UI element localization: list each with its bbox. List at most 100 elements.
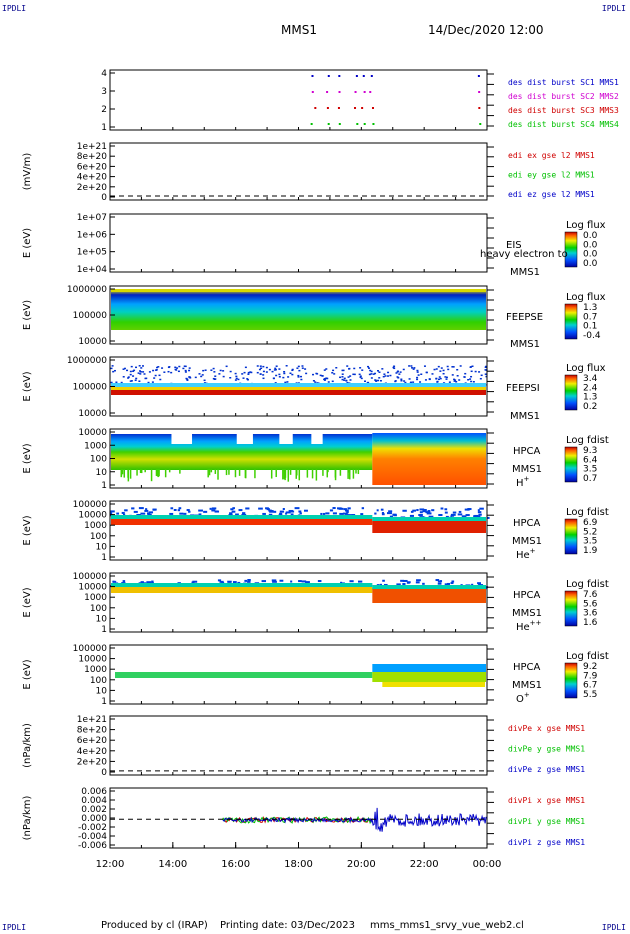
hpca-speckle bbox=[477, 511, 482, 514]
feepsi-speckle bbox=[186, 379, 189, 381]
y-tick-label: 100000 bbox=[73, 572, 108, 582]
hpca-speckle bbox=[298, 580, 302, 583]
feepsi-speckle bbox=[447, 368, 450, 371]
colorbar bbox=[564, 303, 578, 340]
feepsi-band-cyan bbox=[111, 383, 486, 387]
hpca-speckle bbox=[396, 583, 401, 586]
hpca-speckle bbox=[478, 583, 481, 586]
feepsi-speckle bbox=[130, 380, 133, 382]
colorbar-tick-label: 0.0 bbox=[583, 231, 598, 241]
feepsi-speckle bbox=[359, 367, 362, 369]
hpca-speckle bbox=[344, 509, 349, 512]
feepsi-speckle bbox=[243, 371, 246, 374]
x-tick-label: 18:00 bbox=[284, 859, 313, 870]
feepsi-speckle bbox=[168, 366, 171, 368]
hpca-h-fringe bbox=[157, 469, 160, 477]
hpca-speckle bbox=[461, 515, 467, 518]
feepsi-speckle bbox=[283, 372, 286, 375]
hpca-h-post-burst bbox=[372, 433, 486, 485]
hpca-speckle bbox=[380, 508, 384, 511]
hpca-speckle bbox=[258, 507, 263, 510]
feepsi-speckle bbox=[347, 376, 350, 378]
hpca-speckle bbox=[402, 583, 406, 586]
feepsi-speckle bbox=[423, 365, 426, 367]
feepsi-speckle bbox=[268, 368, 271, 371]
y-axis-label: (mV/m) bbox=[22, 153, 33, 191]
feepsi-speckle bbox=[417, 374, 420, 376]
hpca-h-fringe bbox=[228, 469, 230, 475]
feepsi-speckle bbox=[300, 378, 303, 381]
feepsi-speckle bbox=[396, 371, 399, 373]
hpca-speckle bbox=[392, 513, 397, 516]
hpca-speckle bbox=[305, 581, 310, 584]
burst-mark bbox=[326, 91, 329, 93]
hpca-speckle bbox=[214, 510, 218, 513]
feepsi-speckle bbox=[182, 367, 185, 370]
y-axis-label: E (eV) bbox=[22, 515, 33, 545]
feepsi-band-red bbox=[111, 390, 486, 395]
feepsi-speckle bbox=[262, 365, 265, 368]
species-label: He+ bbox=[516, 547, 536, 561]
hpca-speckle bbox=[428, 515, 434, 518]
hpca-speckle bbox=[279, 510, 285, 513]
hpca-speckle bbox=[113, 580, 117, 583]
burst-mark bbox=[361, 107, 364, 109]
burst-mark bbox=[356, 123, 359, 125]
feepsi-speckle bbox=[402, 368, 405, 371]
burst-mark bbox=[326, 107, 329, 109]
colorbar-title: Log fdist bbox=[566, 651, 609, 662]
feepsi-speckle bbox=[327, 381, 330, 383]
colorbar-tick-label: 5.5 bbox=[583, 690, 597, 700]
footer-printing-date: Printing date: 03/Dec/2023 bbox=[220, 920, 356, 931]
hpca-speckle bbox=[450, 582, 454, 585]
y-tick-label: 10000 bbox=[78, 583, 107, 593]
hpca-h-fringe bbox=[347, 469, 349, 479]
feepsi-speckle bbox=[353, 373, 356, 376]
y-tick-label: -0.006 bbox=[78, 841, 107, 851]
feepsi-speckle bbox=[148, 371, 151, 373]
burst-mark bbox=[327, 123, 330, 125]
hpca-speckle bbox=[211, 507, 217, 510]
feepsi-speckle bbox=[188, 376, 191, 378]
feepsi-speckle bbox=[368, 367, 371, 369]
y-tick-label: -0.002 bbox=[78, 823, 107, 833]
hpca-h-fringe bbox=[144, 469, 146, 473]
hpca-h-fringe bbox=[275, 469, 277, 478]
hpca-h-fringe bbox=[283, 469, 286, 475]
legend-entry: divPe y gse MMS1 bbox=[508, 745, 585, 754]
feepsi-speckle bbox=[343, 377, 346, 380]
feepsi-speckle bbox=[480, 374, 483, 377]
feepsi-speckle bbox=[129, 380, 132, 382]
feepsi-speckle bbox=[464, 372, 467, 375]
feepsi-speckle bbox=[325, 368, 328, 370]
hpca-speckle bbox=[477, 509, 480, 512]
feepsi-speckle bbox=[115, 381, 118, 384]
feepsi-speckle bbox=[394, 380, 397, 383]
legend-entry: des dist burst SC3 MMS3 bbox=[508, 106, 619, 115]
hpca-speckle bbox=[136, 513, 141, 516]
hpca-speckle bbox=[477, 515, 481, 518]
feepsi-speckle bbox=[250, 371, 253, 374]
panel-frame bbox=[109, 213, 488, 273]
feepsi-speckle bbox=[453, 380, 456, 382]
colorbar-tick-label: 1.3 bbox=[583, 393, 597, 403]
feepsi-speckle bbox=[278, 376, 281, 378]
species-charge: ++ bbox=[530, 619, 542, 627]
colorbar-tick-label: -0.4 bbox=[583, 331, 601, 341]
feepsi-speckle bbox=[275, 365, 278, 367]
colorbar-tick-label: 5.6 bbox=[583, 599, 598, 609]
feepsi-speckle bbox=[445, 376, 448, 379]
hpca-speckle bbox=[402, 579, 408, 582]
feepsi-speckle bbox=[456, 375, 459, 377]
hpca-speckle bbox=[198, 509, 203, 512]
hpca-h-fringe bbox=[121, 469, 124, 473]
hpca-speckle bbox=[272, 580, 277, 583]
colorbar-tick-label: 7.6 bbox=[583, 590, 598, 600]
feepsi-speckle bbox=[122, 368, 125, 370]
feepsi-speckle bbox=[153, 377, 156, 379]
panel-frame bbox=[109, 787, 488, 849]
hpca-speckle bbox=[294, 507, 300, 510]
feepsi-speckle bbox=[379, 380, 382, 382]
hpca-speckle bbox=[131, 507, 135, 510]
feepsi-speckle bbox=[274, 382, 277, 384]
